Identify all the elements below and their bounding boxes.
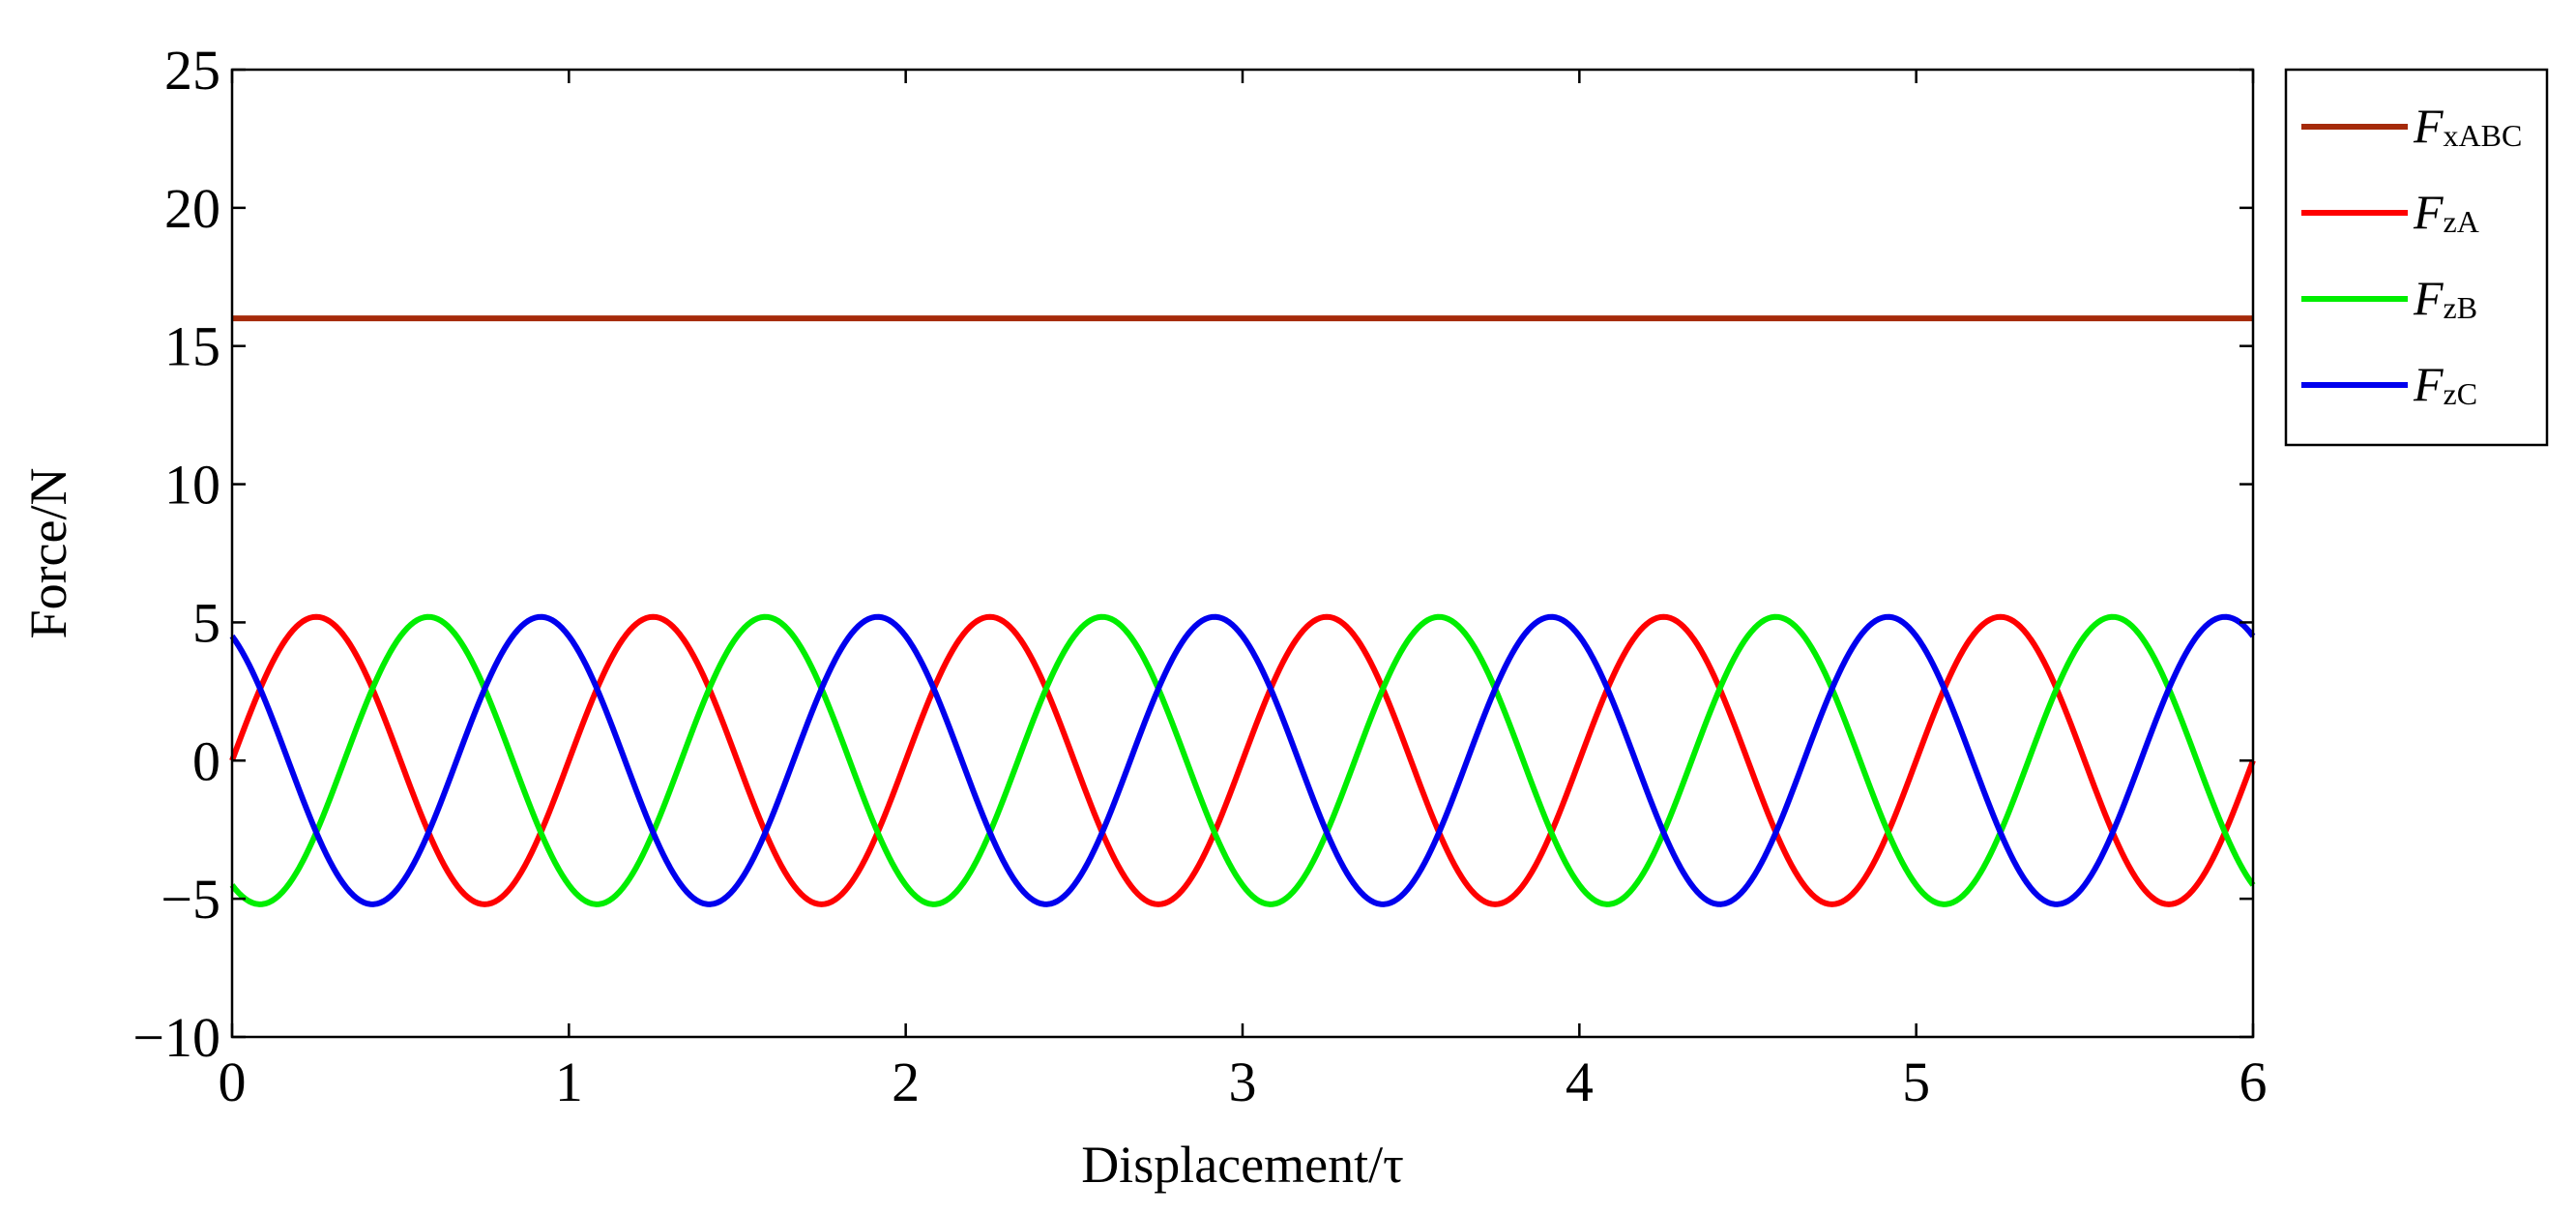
y-tick-label: −5 — [161, 868, 220, 931]
legend-label-zA: FzA — [2413, 185, 2479, 239]
series-line-zC — [229, 613, 2256, 907]
x-tick-label: 6 — [2239, 1050, 2268, 1113]
x-tick-label: 5 — [1902, 1050, 1930, 1113]
legend-label-subscript: zB — [2444, 290, 2478, 325]
series-layer — [229, 315, 2256, 907]
legend-label-main: F — [2413, 271, 2444, 325]
x-tick-label: 2 — [892, 1050, 920, 1113]
x-tick-label: 1 — [555, 1050, 583, 1113]
y-tick-label: 15 — [164, 315, 220, 378]
tick-layer: 0 1 2 3 4 5 6 −10 −5 0 5 10 15 20 25 — [132, 39, 2267, 1113]
y-tick-label: 0 — [192, 729, 220, 792]
x-tick-label: 3 — [1229, 1050, 1257, 1113]
y-tick-label: −10 — [132, 1006, 220, 1069]
series-line-zB — [229, 613, 2256, 907]
y-axis-title: Force/N — [19, 468, 77, 639]
legend-label-subscript: xABC — [2444, 118, 2523, 153]
legend-label-xABC: FxABC — [2413, 99, 2522, 153]
y-tick-label: 25 — [164, 39, 220, 102]
y-tick-label: 20 — [164, 177, 220, 240]
legend-label-zC: FzC — [2413, 357, 2477, 411]
x-axis-title: Displacement/τ — [1081, 1136, 1404, 1194]
y-tick-label: 10 — [164, 454, 220, 517]
x-tick-label: 0 — [219, 1050, 247, 1113]
x-tick-label: 4 — [1566, 1050, 1594, 1113]
legend-label-main: F — [2413, 185, 2444, 239]
legend-label-subscript: zC — [2444, 376, 2478, 411]
legend-label-main: F — [2413, 357, 2444, 411]
legend-label-subscript: zA — [2444, 204, 2479, 239]
y-tick-label: 5 — [192, 591, 220, 654]
legend-label-main: F — [2413, 99, 2444, 153]
legend-label-zB: FzB — [2413, 271, 2477, 325]
plot-area — [232, 70, 2253, 1037]
series-line-zA — [229, 613, 2256, 907]
